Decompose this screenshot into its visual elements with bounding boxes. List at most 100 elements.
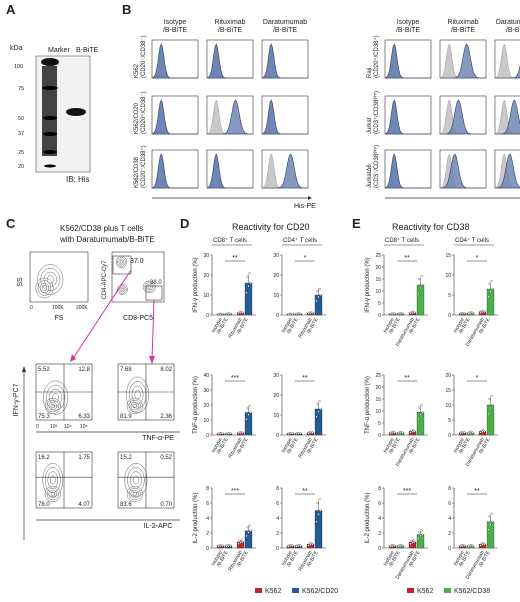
bar-dot [241,540,244,544]
cd8-axis-label: CD8-PC5 [123,315,153,322]
bar-dot [491,287,494,291]
bar-dot [316,402,319,405]
bar-y-label: TNF-α production (%) [365,376,371,434]
bar-y-tick-label: 0 [276,546,279,552]
blot-lane-marker: Marker [48,47,70,54]
quad-il2-cd8-q4: 4.07 [78,502,90,508]
flow-contour [142,280,156,294]
bar-dot [315,415,318,418]
svg-text:20: 20 [18,164,24,170]
bar-dot [246,406,249,410]
bar-dot [419,534,422,537]
flow-contour [130,471,142,489]
ifn-axis-arrowhead [22,366,26,372]
flow-plot-box [111,251,165,303]
histogram-shift-peak [207,99,254,135]
flow-contour [132,475,139,485]
bar-dot [411,430,414,433]
histogram-row-label: Jurkat [367,117,373,134]
bar-mark [244,282,253,316]
bar-dot [311,431,314,434]
bar-y-label: IFN-γ production (%) [193,257,199,312]
fs-axis-label: FS [55,315,64,322]
subplot-title: CD8⁺ T cells [385,237,419,244]
histogram-shift-peak [440,43,487,79]
bar-dot [409,431,412,434]
quad-il2-cd4-q3: 83.6 [120,502,132,508]
bar-y-tick-label: 0 [276,313,279,319]
flow-contour [117,257,126,267]
bar-dot [419,286,422,290]
bar-dot [487,412,490,416]
bar-y-label: IFN-γ production (%) [365,257,371,312]
bar-dot [489,290,492,293]
bar-dot [239,541,242,544]
bar-dot [299,312,302,315]
bar-dot [471,311,474,315]
bar-mark [244,412,253,436]
panel-label-b: B [122,2,131,17]
bar-dot [241,431,244,434]
quad-il2-cd8-q3: 78.0 [38,502,50,508]
flow-contour [49,388,63,407]
histogram-row-label: (CD3⁺/CD38ᵈⁱᵐ) [372,91,380,134]
bar-dot [249,281,252,285]
bar-dot [489,406,492,410]
bar-y-tick-label: 30 [273,373,279,379]
bar-dot [291,312,294,316]
flow-contour [44,485,61,503]
bar-y-tick-label: 6 [276,501,279,507]
quad-il2-cd4-q4: 0.70 [160,502,172,508]
bar-y-tick-label: 15 [375,277,381,283]
bar-mark [314,408,323,436]
bar-dot [393,431,396,434]
bar-y-tick-label: 8 [448,486,451,492]
histogram-shift-peak [494,153,520,189]
legend-d-cd20: K562/CD20 [302,588,338,595]
il2-axis-label: IL-2-APC [144,523,173,530]
axis-tick: 100K [52,305,64,311]
histogram-x-arrowhead [308,196,312,200]
bar-dot [311,543,314,546]
histogram-col-header: Isotype [397,19,420,26]
flow-contour [116,284,128,295]
flow-contour [120,288,124,291]
histogram-row-label: K562/CD20 [134,102,140,134]
bar-y-tick-label: 0 [378,313,381,319]
bar-y-tick-label: 2 [206,531,209,537]
flow-contour [50,491,56,497]
panel-label-d: D [180,216,189,231]
bar-dot [393,312,396,315]
significance-stars: ** [404,375,410,382]
bar-y-tick-label: 10 [273,293,279,299]
bar-dot [237,542,240,545]
blot-unit-label: kDa [10,45,23,52]
blot-marker-lane [41,58,59,168]
subplot-title: CD4⁺ T cells [455,237,489,244]
bar-dot [413,311,416,314]
cd4-gate-value: 37.0 [130,258,144,265]
legend-d-k562-swatch [255,588,262,593]
bar-dot [481,430,484,433]
histogram-row-label: JurkatΔ6 [367,164,373,188]
bar-y-tick-label: 0 [206,546,209,552]
flow-contour [130,489,139,499]
bar-dot [317,410,320,413]
bar-dot [471,431,474,434]
quad-tnf-cd8-q4: 6.33 [78,414,90,420]
flow-contour [147,285,152,289]
bar-y-tick-label: 4 [276,516,279,522]
histogram-peak [206,153,253,189]
bar-y-tick-label: 6 [206,501,209,507]
bar-dot [413,430,416,433]
bar-dot [419,413,422,416]
histogram-shift-peak [439,99,486,135]
gate-arrowhead [70,354,76,362]
bar-dot [221,312,224,316]
bar-dot [490,280,493,283]
bar-y-tick-label: 0 [276,433,279,439]
histogram-peak [384,153,431,189]
bar-y-tick-label: 5 [448,418,451,424]
bar-dot [317,513,320,516]
histogram-col-header: /B-BiTE [396,27,420,34]
